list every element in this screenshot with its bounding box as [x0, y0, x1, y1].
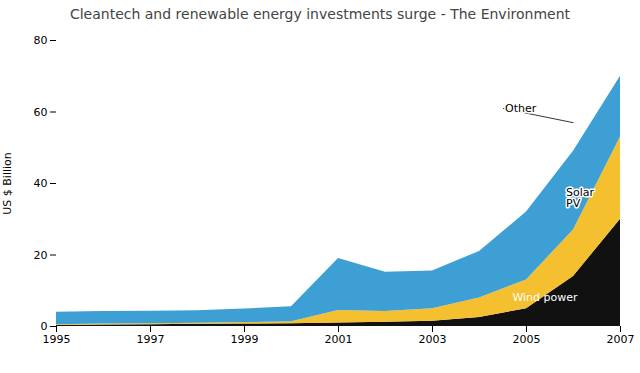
svg-text:2005: 2005 — [513, 333, 541, 346]
svg-text:2001: 2001 — [325, 333, 353, 346]
svg-text:2003: 2003 — [419, 333, 447, 346]
svg-text:0: 0 — [41, 320, 48, 333]
svg-text:1997: 1997 — [137, 333, 165, 346]
svg-text:60: 60 — [34, 106, 48, 119]
svg-text:Wind power: Wind power — [512, 291, 578, 304]
html-text:Cleantech and renewable energy: Cleantech and renewable energy investmen… — [69, 6, 570, 22]
svg-text:US $ Billion: US $ Billion — [1, 152, 14, 215]
svg-text:80: 80 — [34, 34, 48, 47]
svg-text:1999: 1999 — [231, 333, 259, 346]
svg-text:2007: 2007 — [607, 333, 635, 346]
svg-text:Other: Other — [505, 102, 537, 115]
svg-text:SolarPV: SolarPV — [566, 186, 595, 210]
svg-text:20: 20 — [34, 249, 48, 262]
svg-text:1995: 1995 — [43, 333, 71, 346]
svg-text:40: 40 — [34, 177, 48, 190]
